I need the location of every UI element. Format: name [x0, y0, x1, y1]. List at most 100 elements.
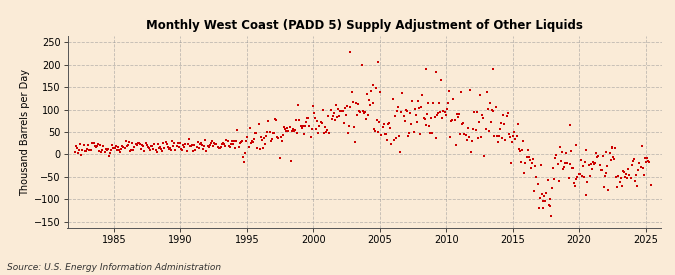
Point: [366, 88, 377, 93]
Point: [368, 83, 379, 87]
Point: [184, 137, 194, 141]
Point: [222, 139, 233, 143]
Point: [238, 155, 248, 160]
Point: [436, 78, 447, 82]
Point: [591, 151, 601, 156]
Point: [326, 117, 337, 121]
Point: [521, 155, 532, 160]
Point: [310, 116, 321, 120]
Point: [333, 106, 344, 111]
Point: [224, 145, 235, 149]
Point: [227, 139, 238, 144]
Point: [217, 142, 227, 146]
Point: [200, 138, 211, 142]
Point: [107, 143, 117, 148]
Point: [377, 125, 388, 129]
Point: [459, 132, 470, 137]
Point: [582, 180, 593, 184]
Point: [497, 136, 508, 140]
Point: [564, 123, 575, 128]
Point: [606, 145, 617, 149]
Point: [409, 107, 420, 111]
Point: [233, 145, 244, 149]
Point: [580, 160, 591, 164]
Point: [157, 149, 167, 153]
Point: [621, 172, 632, 176]
Point: [209, 141, 219, 145]
Point: [472, 136, 483, 141]
Point: [535, 163, 546, 167]
Point: [404, 131, 414, 135]
Point: [298, 132, 309, 136]
Point: [262, 130, 273, 134]
Point: [223, 144, 234, 148]
Point: [421, 112, 432, 116]
Point: [407, 99, 418, 103]
Point: [340, 106, 350, 111]
Point: [155, 145, 165, 149]
Point: [227, 142, 238, 146]
Point: [141, 143, 152, 147]
Point: [415, 131, 426, 136]
Point: [446, 119, 456, 123]
Point: [461, 138, 472, 143]
Point: [437, 116, 448, 120]
Point: [464, 135, 475, 139]
Point: [267, 131, 278, 135]
Point: [562, 161, 573, 166]
Point: [547, 186, 558, 190]
Point: [640, 156, 651, 160]
Point: [545, 204, 556, 208]
Point: [630, 178, 641, 183]
Point: [466, 150, 477, 155]
Point: [423, 100, 433, 105]
Point: [192, 140, 203, 145]
Point: [504, 135, 515, 139]
Point: [601, 171, 612, 175]
Point: [344, 123, 355, 128]
Point: [419, 117, 430, 121]
Point: [396, 109, 407, 114]
Point: [507, 140, 518, 144]
Point: [302, 116, 313, 120]
Point: [82, 142, 93, 147]
Point: [373, 130, 383, 134]
Point: [290, 128, 300, 132]
Point: [424, 123, 435, 128]
Point: [196, 141, 207, 145]
Point: [167, 139, 178, 143]
Point: [599, 174, 610, 178]
Point: [177, 148, 188, 152]
Point: [537, 192, 547, 196]
Point: [543, 203, 554, 207]
Point: [448, 97, 459, 101]
Point: [265, 139, 276, 143]
Point: [134, 141, 144, 145]
Point: [458, 120, 469, 125]
Point: [221, 138, 232, 142]
Point: [390, 135, 401, 140]
Point: [566, 149, 576, 154]
Point: [308, 111, 319, 115]
Point: [375, 90, 385, 94]
Point: [501, 114, 512, 119]
Point: [110, 144, 121, 148]
Point: [528, 156, 539, 161]
Point: [86, 147, 97, 152]
Point: [230, 146, 241, 150]
Point: [304, 124, 315, 128]
Point: [279, 127, 290, 131]
Point: [120, 139, 131, 143]
Point: [234, 141, 245, 145]
Point: [70, 144, 81, 148]
Point: [162, 145, 173, 150]
Point: [605, 158, 616, 162]
Point: [246, 140, 256, 145]
Point: [261, 133, 271, 138]
Point: [130, 142, 141, 147]
Point: [392, 109, 402, 113]
Point: [410, 113, 421, 117]
Point: [397, 91, 408, 96]
Point: [408, 130, 419, 134]
Point: [317, 108, 328, 112]
